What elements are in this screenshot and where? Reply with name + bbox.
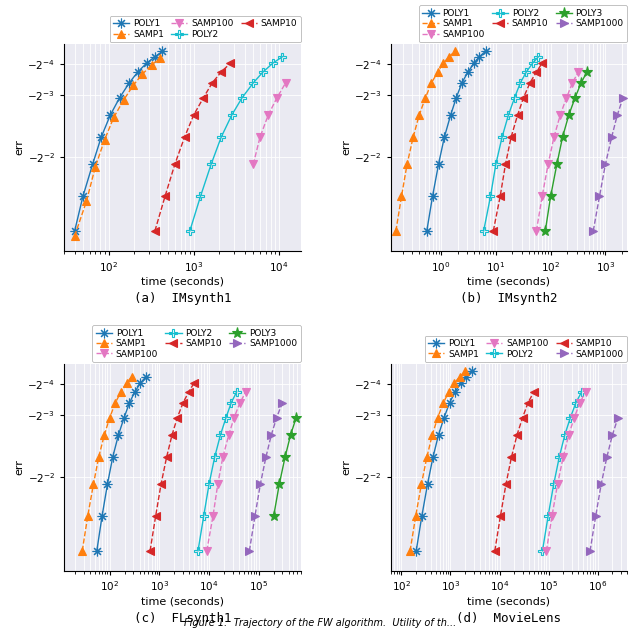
Text: (b)  IMsynth2: (b) IMsynth2	[460, 292, 557, 305]
X-axis label: time (seconds): time (seconds)	[141, 596, 224, 606]
X-axis label: time (seconds): time (seconds)	[467, 596, 550, 606]
Legend: POLY1, SAMP1, SAMP100, POLY2, SAMP10: POLY1, SAMP1, SAMP100, POLY2, SAMP10	[109, 16, 301, 42]
Y-axis label: err: err	[341, 139, 351, 155]
X-axis label: time (seconds): time (seconds)	[467, 276, 550, 287]
Text: (a)  IMsynth1: (a) IMsynth1	[134, 292, 231, 305]
Legend: POLY1, SAMP1, SAMP100, POLY2, SAMP10, POLY3, SAMP1000: POLY1, SAMP1, SAMP100, POLY2, SAMP10, PO…	[92, 325, 301, 362]
Legend: POLY1, SAMP1, SAMP100, POLY2, SAMP10, POLY3, SAMP1000: POLY1, SAMP1, SAMP100, POLY2, SAMP10, PO…	[419, 5, 627, 42]
Y-axis label: err: err	[341, 460, 351, 476]
Legend: POLY1, SAMP1, SAMP100, POLY2, SAMP10, SAMP1000: POLY1, SAMP1, SAMP100, POLY2, SAMP10, SA…	[424, 335, 627, 362]
Y-axis label: err: err	[15, 139, 24, 155]
Text: Figure 1:  Trajectory of the FW algorithm.  Utility of th...: Figure 1: Trajectory of the FW algorithm…	[184, 618, 456, 628]
Text: (d)  MovieLens: (d) MovieLens	[456, 612, 561, 625]
Text: (c)  FLsynth1: (c) FLsynth1	[134, 612, 231, 625]
X-axis label: time (seconds): time (seconds)	[141, 276, 224, 287]
Y-axis label: err: err	[15, 460, 24, 476]
